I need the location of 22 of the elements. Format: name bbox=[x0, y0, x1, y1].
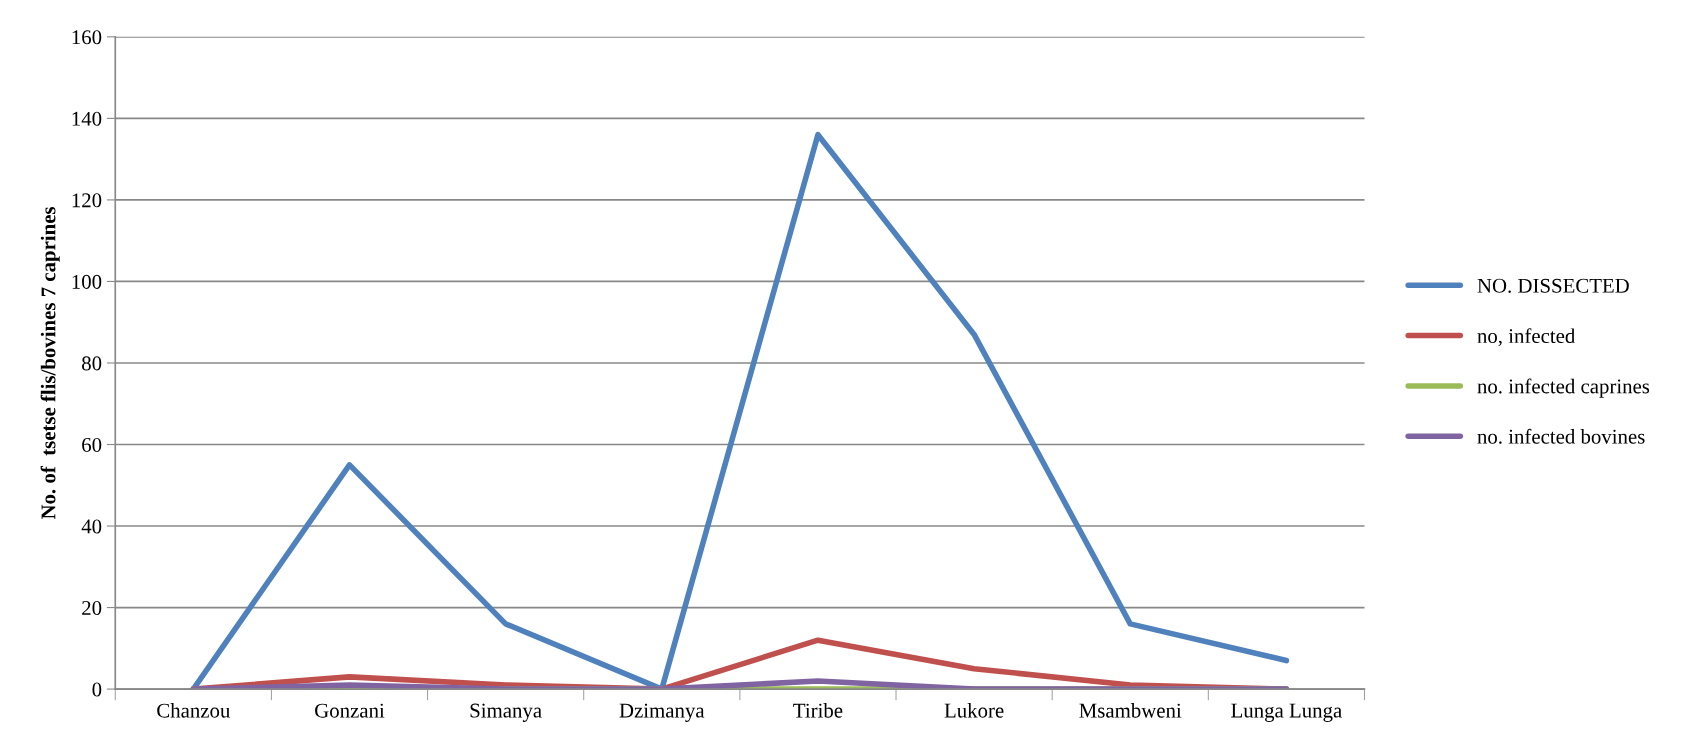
y-tick-label: 120 bbox=[72, 193, 102, 208]
y-tick-label: 20 bbox=[82, 600, 102, 615]
y-tick-label: 40 bbox=[81, 519, 102, 534]
legend-label: no, infected bbox=[1477, 328, 1576, 347]
x-tick-label: Tiribe bbox=[793, 702, 843, 718]
y-axis-title: No. of tsetse flis/bovines 7 caprines bbox=[40, 206, 60, 520]
y-tick-label: 0 bbox=[92, 682, 102, 697]
x-tick-label: Chanzou bbox=[157, 702, 231, 718]
y-tick-label: 160 bbox=[72, 30, 102, 45]
x-tick-label: Gonzani bbox=[315, 703, 385, 718]
x-tick-label: Lunga Lunga bbox=[1231, 703, 1342, 722]
legend-label: no. infected caprines bbox=[1477, 378, 1650, 398]
y-tick-label: 100 bbox=[72, 274, 102, 289]
x-tick-label: Simanya bbox=[470, 703, 542, 722]
x-tick-label: Lukore bbox=[944, 702, 1004, 718]
legend-label: NO. DISSECTED bbox=[1477, 278, 1629, 293]
x-tick-label: Msambweni bbox=[1079, 702, 1182, 718]
y-tick-label: 60 bbox=[82, 437, 102, 452]
y-tick-label: 140 bbox=[72, 111, 102, 126]
y-tick-label: 80 bbox=[82, 356, 102, 371]
x-tick-label: Dzimanya bbox=[619, 703, 705, 722]
legend-label: no. infected bovines bbox=[1477, 428, 1645, 444]
